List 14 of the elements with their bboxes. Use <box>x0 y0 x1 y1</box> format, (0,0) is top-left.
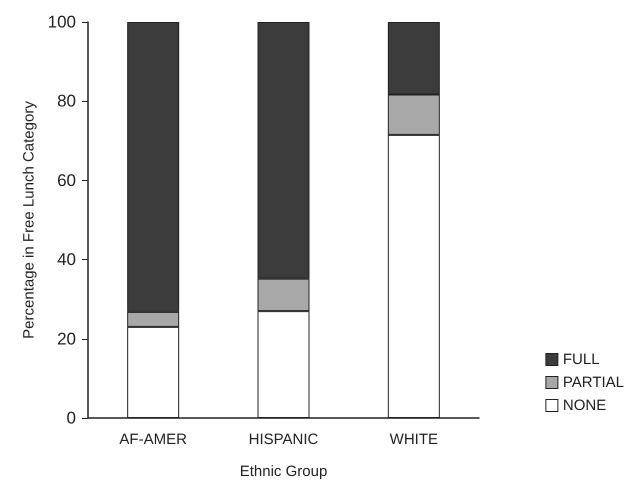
x-tick-label: HISPANIC <box>248 431 319 448</box>
x-axis-title: Ethnic Group <box>240 463 328 480</box>
y-tick-label: 0 <box>66 408 76 428</box>
y-tick-label: 80 <box>57 92 76 111</box>
y-tick-label: 40 <box>57 250 76 270</box>
y-tick-label: 100 <box>48 12 76 32</box>
y-axis-title: Percentage in Free Lunch Category <box>20 100 38 339</box>
y-tick-label: 20 <box>57 329 76 348</box>
legend-label: FULL <box>562 351 600 368</box>
x-tick-label: AF-AMER <box>119 431 188 448</box>
y-tick-label: 60 <box>57 170 76 190</box>
legend-label: NONE <box>562 397 606 414</box>
legend-label: PARTIAL <box>562 374 624 391</box>
x-tick-label: WHITE <box>390 431 438 448</box>
